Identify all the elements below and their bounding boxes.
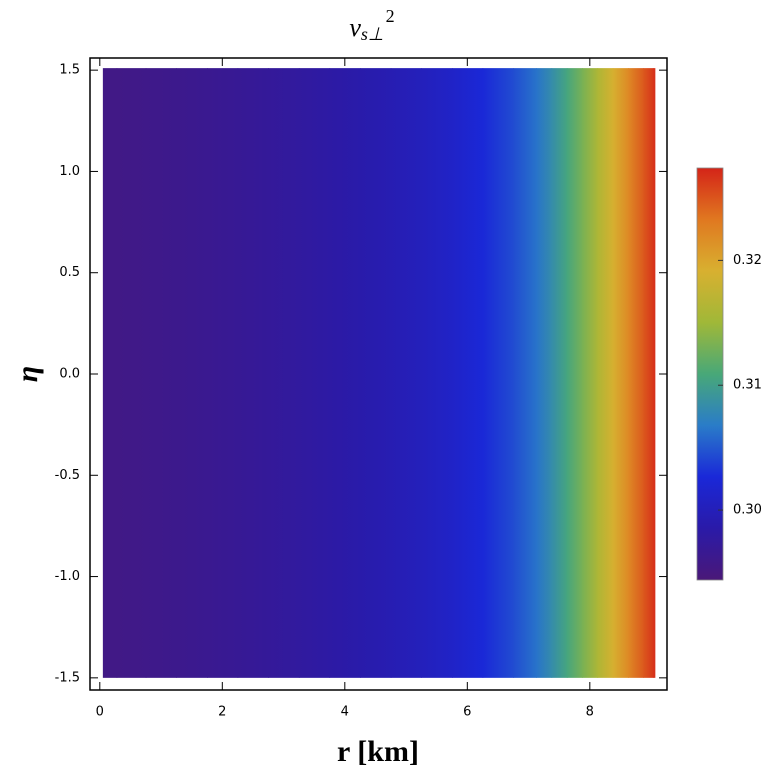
density-cell xyxy=(452,68,484,678)
title-sup: 2 xyxy=(386,6,395,26)
y-tick-label: -1.5 xyxy=(55,670,80,685)
density-cell xyxy=(421,68,453,678)
density-cell xyxy=(597,68,614,678)
chart-title: vs⊥2 xyxy=(349,6,394,44)
density-cell xyxy=(566,68,583,678)
y-tick-label: -1.0 xyxy=(55,569,80,584)
density-cell xyxy=(513,68,537,678)
y-axis-label: η xyxy=(11,366,44,382)
density-cell xyxy=(628,68,645,678)
density-cell xyxy=(237,68,269,678)
colorbar-tick-label: 0.32 xyxy=(733,253,762,268)
density-cell xyxy=(268,68,300,678)
x-tick-label: 2 xyxy=(218,705,226,720)
density-cell xyxy=(643,68,654,678)
density-cell xyxy=(206,68,239,678)
density-cell xyxy=(176,68,208,678)
x-tick-label: 8 xyxy=(586,705,594,720)
density-cell xyxy=(390,68,422,678)
density-cell xyxy=(116,68,147,678)
y-tick-label: 1.0 xyxy=(59,164,80,179)
title-sub: s⊥ xyxy=(361,24,384,44)
colorbar-tick-label: 0.31 xyxy=(733,378,762,393)
x-tick-label: 4 xyxy=(341,705,349,720)
colorbar xyxy=(696,167,724,581)
x-tick-label: 0 xyxy=(96,705,104,720)
y-tick-label: 0.5 xyxy=(59,265,80,280)
x-tick-label: 6 xyxy=(463,705,471,720)
plot-area xyxy=(89,57,668,691)
colorbar-tick-label: 0.30 xyxy=(733,503,762,518)
density-cell xyxy=(551,68,568,678)
y-tick-label: -0.5 xyxy=(55,468,80,483)
y-tick-label: 0.0 xyxy=(59,367,80,382)
density-cell xyxy=(652,68,656,678)
density-cell xyxy=(145,68,177,678)
x-axis-label: r [km] xyxy=(337,735,419,768)
density-cell xyxy=(298,68,331,678)
density-cell xyxy=(582,68,599,678)
density-cell xyxy=(102,68,118,678)
title-base: v xyxy=(349,13,361,42)
density-cell xyxy=(360,68,392,678)
density-cell xyxy=(482,68,514,678)
density-cell xyxy=(536,68,553,678)
y-tick-label: 1.5 xyxy=(59,63,80,78)
density-cell xyxy=(612,68,629,678)
density-cell xyxy=(329,68,361,678)
